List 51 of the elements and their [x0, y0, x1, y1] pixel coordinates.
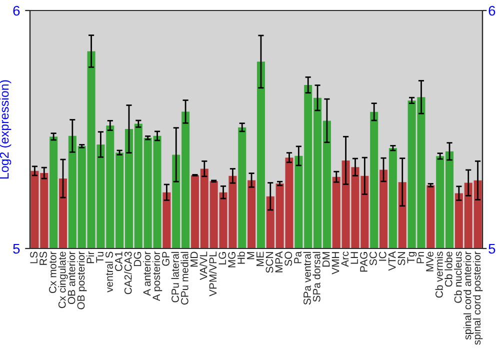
x-tick-label: Cb lobe	[444, 252, 452, 287]
x-tick-label: Cx cingulate	[58, 252, 68, 308]
x-tick-label: VMH	[332, 252, 340, 274]
x-tick-label: VA/VL	[200, 252, 208, 280]
x-tick-label: M	[247, 252, 254, 260]
x-tick-label: VTA	[388, 251, 396, 271]
x-tick-label: VPM/VPL	[208, 252, 217, 296]
x-tick-label: PAG	[360, 252, 368, 272]
x-tick-label: RS	[40, 252, 47, 265]
x-tick-label: Pir	[86, 251, 94, 264]
x-tick-label: SC	[370, 252, 377, 266]
x-tick-label: Pa	[294, 251, 302, 264]
x-tick-label: OB anterior	[68, 251, 76, 304]
x-tick-label: ventral S	[105, 252, 113, 292]
x-tick-label: CPu medial	[180, 252, 188, 305]
x-tick-label: IC	[378, 252, 386, 261]
x-tick-label: CPu lateral	[171, 252, 179, 302]
x-tick-label: CA2/CA3	[124, 252, 132, 294]
x-tick-label: Cb vermis	[435, 252, 443, 298]
x-tick-label: SCN	[266, 252, 274, 273]
x-tick-label: SN	[398, 252, 406, 266]
x-tick-label: OB posterior	[76, 251, 87, 310]
x-tick-label: SPa ventral	[303, 252, 311, 305]
x-tick-label: A anterior	[142, 251, 151, 296]
y2-tick-label: 6	[488, 6, 496, 16]
x-tick-label: MPA	[275, 251, 283, 272]
y2-tick-label: 5	[488, 244, 496, 254]
x-tick-label: MG	[228, 252, 236, 268]
x-tick-label: A posterior	[152, 251, 162, 302]
y-axis-title: Log2 (expression)	[0, 80, 12, 178]
x-tick-label: CA1	[114, 252, 122, 272]
x-tick-label: MD	[190, 252, 198, 267]
x-tick-label: spinal cord posterior	[472, 251, 483, 345]
x-tick-label: Cx motor	[48, 251, 56, 293]
x-tick-label: ME	[256, 252, 264, 266]
x-tick-label: spinal cord anterior	[464, 251, 474, 340]
x-tick-label: LH	[350, 252, 358, 264]
x-tick-label: Hb	[237, 252, 245, 264]
x-tick-label: DG	[134, 252, 142, 266]
x-tick-label: Arc	[341, 252, 349, 267]
x-tick-label: Tu	[96, 252, 104, 263]
x-tick-label: Cb nucleus	[454, 252, 462, 303]
x-tick-label: DM	[322, 252, 330, 267]
x-tick-label: LG	[218, 252, 226, 264]
x-tick-label: MVe	[426, 252, 434, 272]
x-tick-label: SO	[284, 252, 292, 266]
x-tick-label: GP	[162, 252, 170, 266]
x-tick-label: LS	[30, 252, 38, 264]
x-tick-label: Tg	[407, 252, 417, 264]
x-tick-label: Pn	[416, 252, 424, 264]
x-tick-label: SPa dorsal	[312, 252, 320, 302]
